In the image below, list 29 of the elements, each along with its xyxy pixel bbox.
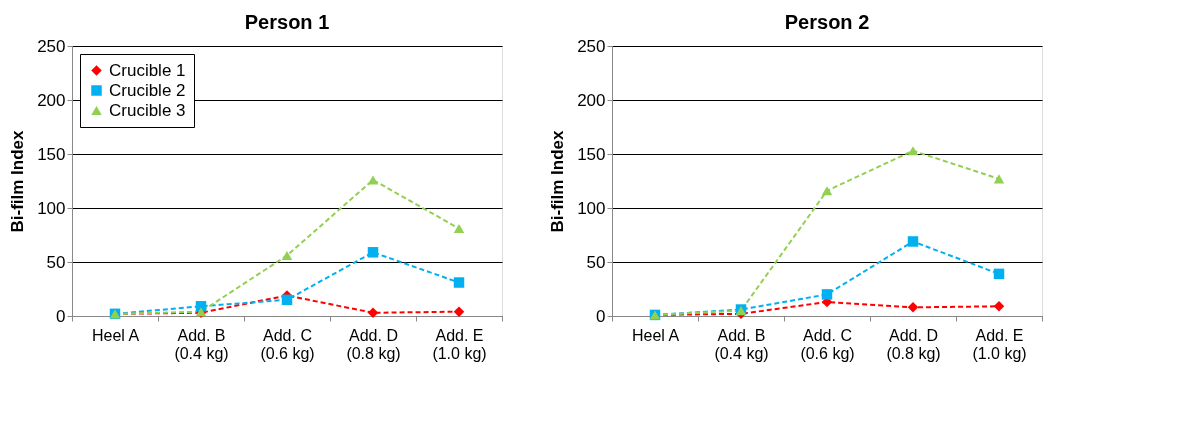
x-tick-label: Add. E (1.0 kg) [972,326,1027,362]
legend-label: Crucible 2 [109,80,186,100]
legend-label: Crucible 3 [109,100,186,120]
chart-title: Person 1 [244,11,330,33]
x-tick-label: Add. D (0.8 kg) [346,326,401,362]
y-tick-label: 200 [37,90,66,110]
y-tick-label: 150 [577,144,606,164]
y-axis-title: Bi-film Index [548,129,568,233]
x-tick-label: Add. E (1.0 kg) [432,326,487,362]
x-tick-label: Add. D (0.8 kg) [886,326,941,362]
y-tick-label: 200 [577,90,606,110]
y-axis-title: Bi-film Index [8,129,28,233]
y-tick-label: 250 [577,36,606,56]
y-tick-label: 100 [37,198,66,218]
y-tick-label: 250 [37,36,66,56]
y-tick-label: 50 [46,252,66,272]
x-tick-label: Heel A [631,326,680,344]
y-tick-label: 50 [586,252,606,272]
y-tick-label: 150 [37,144,66,164]
x-tick-label: Add. C (0.6 kg) [800,326,855,362]
y-tick-label: 100 [577,198,606,218]
chart-title: Person 2 [784,11,870,33]
x-tick-label: Heel A [91,326,140,344]
x-tick-label: Add. B (0.4 kg) [714,326,769,362]
y-tick-label: 0 [56,306,66,326]
legend-label: Crucible 1 [109,60,186,80]
x-tick-label: Add. C (0.6 kg) [260,326,315,362]
y-tick-label: 0 [596,306,606,326]
x-tick-label: Add. B (0.4 kg) [174,326,229,362]
